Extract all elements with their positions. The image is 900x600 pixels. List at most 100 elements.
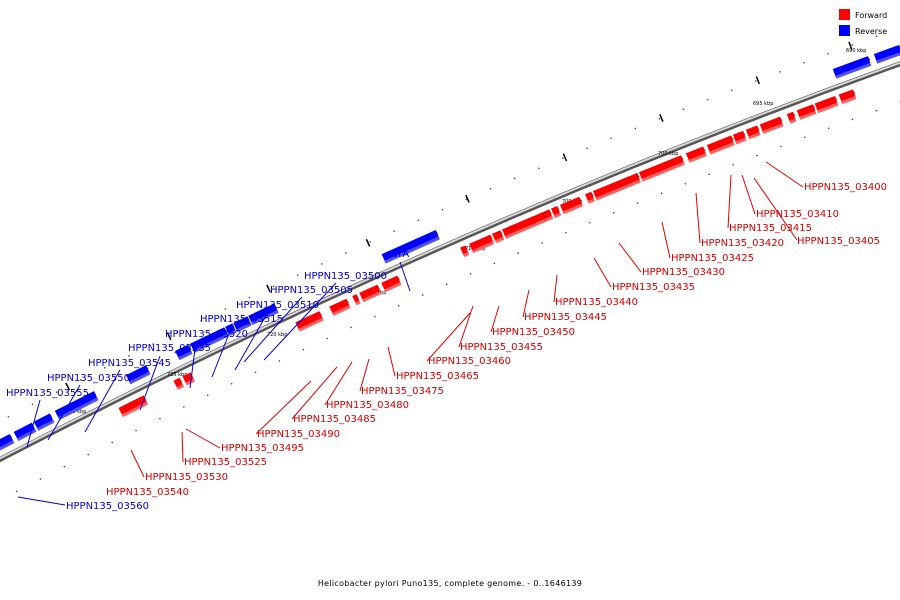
reverse-gene-block[interactable] bbox=[233, 316, 252, 333]
forward-leader-line bbox=[593, 257, 612, 288]
forward-gene-block[interactable] bbox=[381, 275, 402, 293]
forward-gene-block[interactable] bbox=[685, 146, 707, 163]
gene-label-forward[interactable]: HPPN135_03460 bbox=[428, 356, 511, 367]
tick-dot bbox=[469, 273, 472, 275]
forward-gene-block[interactable] bbox=[706, 135, 735, 155]
forward-gene-block-highlight bbox=[332, 305, 351, 316]
tick-dot bbox=[706, 98, 709, 101]
gene-label-forward[interactable]: HPPN135_03425 bbox=[671, 253, 754, 264]
reverse-gene-block[interactable] bbox=[873, 45, 900, 64]
forward-gene-block-highlight bbox=[553, 212, 561, 218]
forward-leader-line bbox=[490, 305, 500, 333]
forward-gene-block[interactable] bbox=[460, 245, 470, 257]
reverse-gene-block-face bbox=[175, 344, 193, 361]
tick-dot bbox=[730, 89, 733, 92]
reverse-leader-line bbox=[234, 311, 269, 371]
gene-label-forward[interactable]: HPPN135_03450 bbox=[492, 327, 575, 338]
gene-label-forward[interactable]: HPPN135_03525 bbox=[184, 457, 267, 468]
forward-gene-block[interactable] bbox=[745, 125, 761, 140]
forward-gene-block-highlight bbox=[176, 384, 184, 390]
gene-label-forward[interactable]: HPPN135_03405 bbox=[797, 236, 880, 247]
gene-label-forward[interactable]: HPPN135_03485 bbox=[293, 414, 376, 425]
reverse-gene-block[interactable] bbox=[175, 344, 193, 361]
tick-dot bbox=[248, 296, 251, 299]
tick-dot bbox=[875, 109, 878, 112]
major-tick bbox=[465, 194, 470, 203]
forward-gene-block[interactable] bbox=[759, 116, 784, 134]
forward-leader-line bbox=[553, 274, 558, 303]
forward-gene-block[interactable] bbox=[796, 104, 817, 120]
forward-gene-block[interactable] bbox=[593, 173, 641, 201]
gene-label-forward[interactable]: HPPN135_03440 bbox=[555, 297, 638, 308]
reverse-gene-block[interactable] bbox=[0, 434, 15, 455]
forward-gene-block[interactable] bbox=[359, 284, 382, 302]
gene-label-forward[interactable]: HPPN135_03530 bbox=[145, 472, 228, 483]
forward-gene-block[interactable] bbox=[173, 377, 184, 390]
forward-gene-block[interactable] bbox=[585, 191, 595, 204]
gene-label-reverse[interactable]: HPPN135_03510 bbox=[236, 300, 319, 311]
forward-gene-block-highlight bbox=[384, 282, 402, 293]
genome-backbone bbox=[0, 61, 900, 463]
forward-gene-block[interactable] bbox=[732, 130, 747, 145]
gene-label-forward[interactable]: HPPN135_03435 bbox=[612, 282, 695, 293]
forward-gene-block[interactable] bbox=[352, 294, 361, 306]
tick-label: 730 kbp bbox=[66, 409, 86, 415]
gene-label-forward[interactable]: HPPN135_03455 bbox=[460, 342, 543, 353]
tick-dot bbox=[612, 212, 615, 214]
tick-dot bbox=[320, 263, 323, 265]
forward-gene-block[interactable] bbox=[502, 209, 554, 239]
forward-gene-block[interactable] bbox=[786, 111, 797, 124]
reverse-gene-block[interactable] bbox=[381, 230, 440, 264]
gene-label-reverse[interactable]: HPPN135_03520 bbox=[165, 329, 248, 340]
tick-dot bbox=[708, 173, 711, 176]
leader-lines bbox=[17, 161, 804, 506]
reverse-gene-block[interactable] bbox=[190, 327, 229, 353]
forward-gene-block[interactable] bbox=[469, 234, 495, 253]
gene-label-forward[interactable]: HPPN135_03490 bbox=[257, 429, 340, 440]
forward-gene-block[interactable] bbox=[638, 155, 685, 182]
gene-label-reverse[interactable]: HPPN135_03535 bbox=[128, 343, 211, 354]
forward-gene-block[interactable] bbox=[329, 298, 351, 316]
gene-label-reverse[interactable]: HPPN135_03545 bbox=[88, 358, 171, 369]
gene-label-forward[interactable]: HPPN135_03445 bbox=[524, 312, 607, 323]
tick-dot bbox=[658, 117, 661, 120]
gene-label-forward[interactable]: HPPN135_03465 bbox=[396, 371, 479, 382]
gene-label-reverse[interactable]: HPPN135_03560 bbox=[66, 501, 149, 512]
forward-gene-block[interactable] bbox=[551, 206, 561, 218]
forward-gene-block[interactable] bbox=[560, 196, 583, 215]
forward-gene-block[interactable] bbox=[492, 230, 505, 244]
tick-dot bbox=[851, 44, 854, 46]
tick-dot bbox=[104, 367, 106, 369]
gene-label-forward[interactable]: HPPN135_03410 bbox=[756, 209, 839, 220]
gene-label-reverse[interactable]: uvrA bbox=[386, 249, 409, 260]
legend-forward-label: Forward bbox=[855, 11, 887, 20]
tick-dot bbox=[398, 304, 400, 307]
tick-dot bbox=[63, 465, 66, 468]
gene-label-forward[interactable]: HPPN135_03430 bbox=[642, 267, 725, 278]
gene-label-reverse[interactable]: HPPN135_03500 bbox=[304, 271, 387, 282]
gene-label-forward[interactable]: HPPN135_03540 bbox=[106, 487, 189, 498]
forward-gene-block[interactable] bbox=[295, 311, 324, 332]
gene-label-forward[interactable]: HPPN135_03495 bbox=[221, 443, 304, 454]
tick-dot bbox=[224, 308, 227, 310]
gene-label-reverse[interactable]: HPPN135_03555 bbox=[6, 388, 89, 399]
forward-gene-block[interactable] bbox=[814, 96, 839, 113]
gene-label-reverse[interactable]: HPPN135_03550 bbox=[47, 373, 130, 384]
reverse-gene-block[interactable] bbox=[33, 413, 55, 431]
reverse-gene-block[interactable] bbox=[832, 56, 872, 79]
gene-label-forward[interactable]: HPPN135_03480 bbox=[326, 400, 409, 411]
forward-leader-line bbox=[130, 449, 145, 478]
gene-label-forward[interactable]: HPPN135_03475 bbox=[361, 386, 444, 397]
reverse-gene-block[interactable] bbox=[126, 365, 151, 385]
forward-gene-block-highlight bbox=[799, 110, 817, 120]
gene-label-forward[interactable]: HPPN135_03400 bbox=[804, 182, 887, 193]
forward-leader-line bbox=[741, 174, 756, 215]
gene-label-reverse[interactable]: HPPN135_03505 bbox=[270, 285, 353, 296]
gene-label-forward[interactable]: HPPN135_03415 bbox=[729, 223, 812, 234]
forward-leader-line bbox=[522, 289, 530, 318]
reverse-gene-block[interactable] bbox=[54, 391, 99, 420]
gene-label-forward[interactable]: HPPN135_03420 bbox=[701, 238, 784, 249]
gene-label-reverse[interactable]: HPPN135_03515 bbox=[200, 314, 283, 325]
forward-gene-block[interactable] bbox=[838, 89, 857, 105]
forward-gene-block-highlight bbox=[562, 203, 583, 215]
